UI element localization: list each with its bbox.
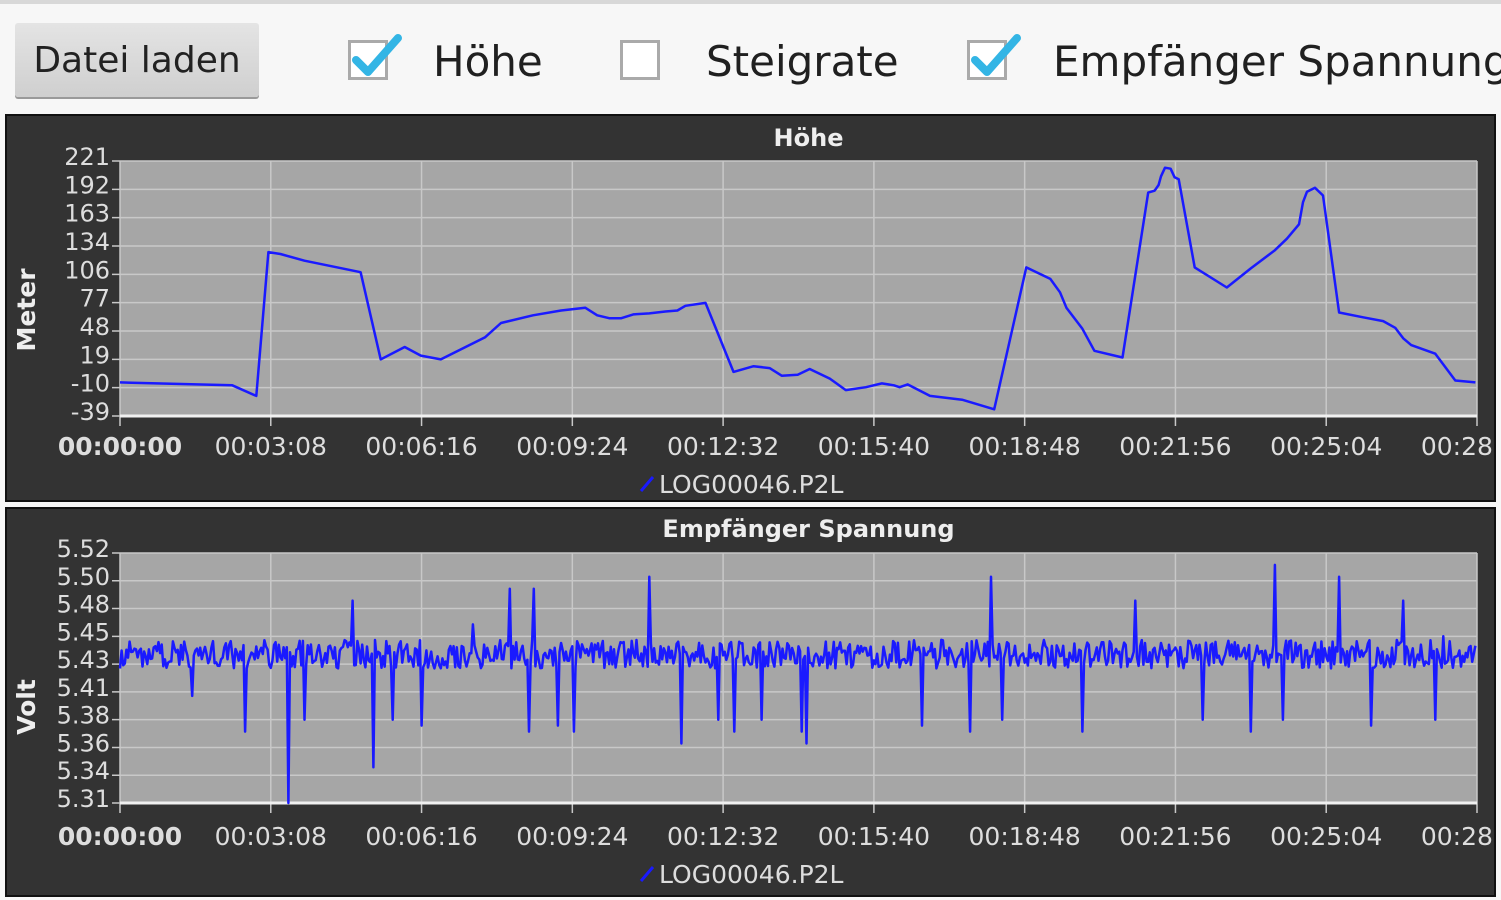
y-tick-label: 5.34: [57, 757, 110, 785]
checkbox-hoehe-label: Höhe: [433, 37, 543, 86]
checkmark-icon: [971, 34, 1021, 76]
x-tick-label: 00:06:16: [365, 432, 477, 461]
checkbox-hoehe[interactable]: [348, 34, 402, 80]
y-tick-label: 163: [64, 200, 110, 228]
x-tick-label: 00:21:56: [1119, 822, 1231, 851]
y-tick-label: 5.41: [57, 674, 110, 702]
y-tick-label: 5.38: [57, 702, 110, 730]
y-tick-label: -39: [71, 398, 110, 426]
y-tick-label: 77: [79, 285, 110, 313]
y-axis-label: Meter: [12, 268, 41, 352]
x-tick-label: 00:28:12: [1421, 432, 1494, 461]
checkbox-box: [620, 40, 660, 80]
checkbox-empfaenger-spannung[interactable]: [967, 34, 1021, 80]
chart-panel-empfaenger-spannung: Empfänger Spannung Volt 5.52 5.50 5.48 5.45 5.…: [5, 507, 1496, 897]
chart-title: Empfänger Spannung: [662, 515, 954, 543]
x-tick-label: 00:28:12: [1421, 822, 1494, 851]
y-tick-label: 5.36: [57, 729, 110, 757]
x-tick-label: 00:18:48: [969, 822, 1081, 851]
checkmark-icon: [352, 34, 402, 76]
plot-area: [120, 161, 1477, 416]
checkbox-steigrate[interactable]: [620, 34, 664, 80]
y-tick-label: 5.48: [57, 591, 110, 619]
y-tick-label: 5.31: [57, 785, 110, 813]
x-tick-label: 00:15:40: [818, 432, 930, 461]
x-tick-label: 00:03:08: [215, 432, 327, 461]
toolbar: Datei laden Höhe Steigrate Empfänger Spa…: [0, 4, 1501, 112]
x-tick-label: 00:25:04: [1270, 822, 1382, 851]
y-axis-label: Volt: [12, 679, 41, 735]
y-tick-label: 19: [79, 341, 110, 369]
series-line: [119, 166, 1476, 411]
chart-title: Höhe: [774, 124, 844, 152]
legend-swatch-icon: [639, 476, 655, 492]
y-tick-label: 5.45: [57, 618, 110, 646]
y-tick-label: 106: [64, 256, 110, 284]
checkbox-empfaenger-spannung-label: Empfänger Spannung: [1053, 37, 1501, 86]
chart-panel-hoehe: Höhe Meter 221 192 163 134 106 77 48 19 -10 -39 00:0…: [5, 114, 1496, 502]
checkbox-steigrate-label: Steigrate: [706, 37, 899, 86]
legend-label: LOG00046.P2L: [659, 860, 844, 889]
x-tick-label: 00:09:24: [516, 822, 628, 851]
y-tick-label: -10: [71, 370, 110, 398]
x-tick-label: 00:00:00: [58, 822, 182, 851]
y-tick-label: 192: [64, 171, 110, 199]
legend-label: LOG00046.P2L: [659, 470, 844, 499]
x-tick-label: 00:12:32: [667, 822, 779, 851]
x-tick-label: 00:03:08: [215, 822, 327, 851]
x-tick-label: 00:12:32: [667, 432, 779, 461]
y-tick-label: 134: [64, 228, 110, 256]
x-tick-label: 00:00:00: [58, 432, 182, 461]
x-tick-label: 00:21:56: [1119, 432, 1231, 461]
y-tick-label: 5.50: [57, 563, 110, 591]
series-line: [118, 563, 1477, 805]
legend-swatch-icon: [639, 866, 655, 882]
top-divider: [0, 0, 1501, 4]
x-tick-label: 00:15:40: [818, 822, 930, 851]
y-tick-label: 48: [79, 313, 110, 341]
y-tick-label: 5.52: [57, 535, 110, 563]
y-tick-label: 5.43: [57, 646, 110, 674]
chart-empfaenger-spannung: Empfänger SpannungVolt5.525.505.485.455.…: [12, 515, 1494, 889]
x-tick-label: 00:25:04: [1270, 432, 1382, 461]
x-tick-label: 00:09:24: [516, 432, 628, 461]
y-tick-label: 221: [64, 143, 110, 171]
x-tick-label: 00:06:16: [365, 822, 477, 851]
load-file-button[interactable]: Datei laden: [15, 23, 259, 97]
x-tick-label: 00:18:48: [969, 432, 1081, 461]
